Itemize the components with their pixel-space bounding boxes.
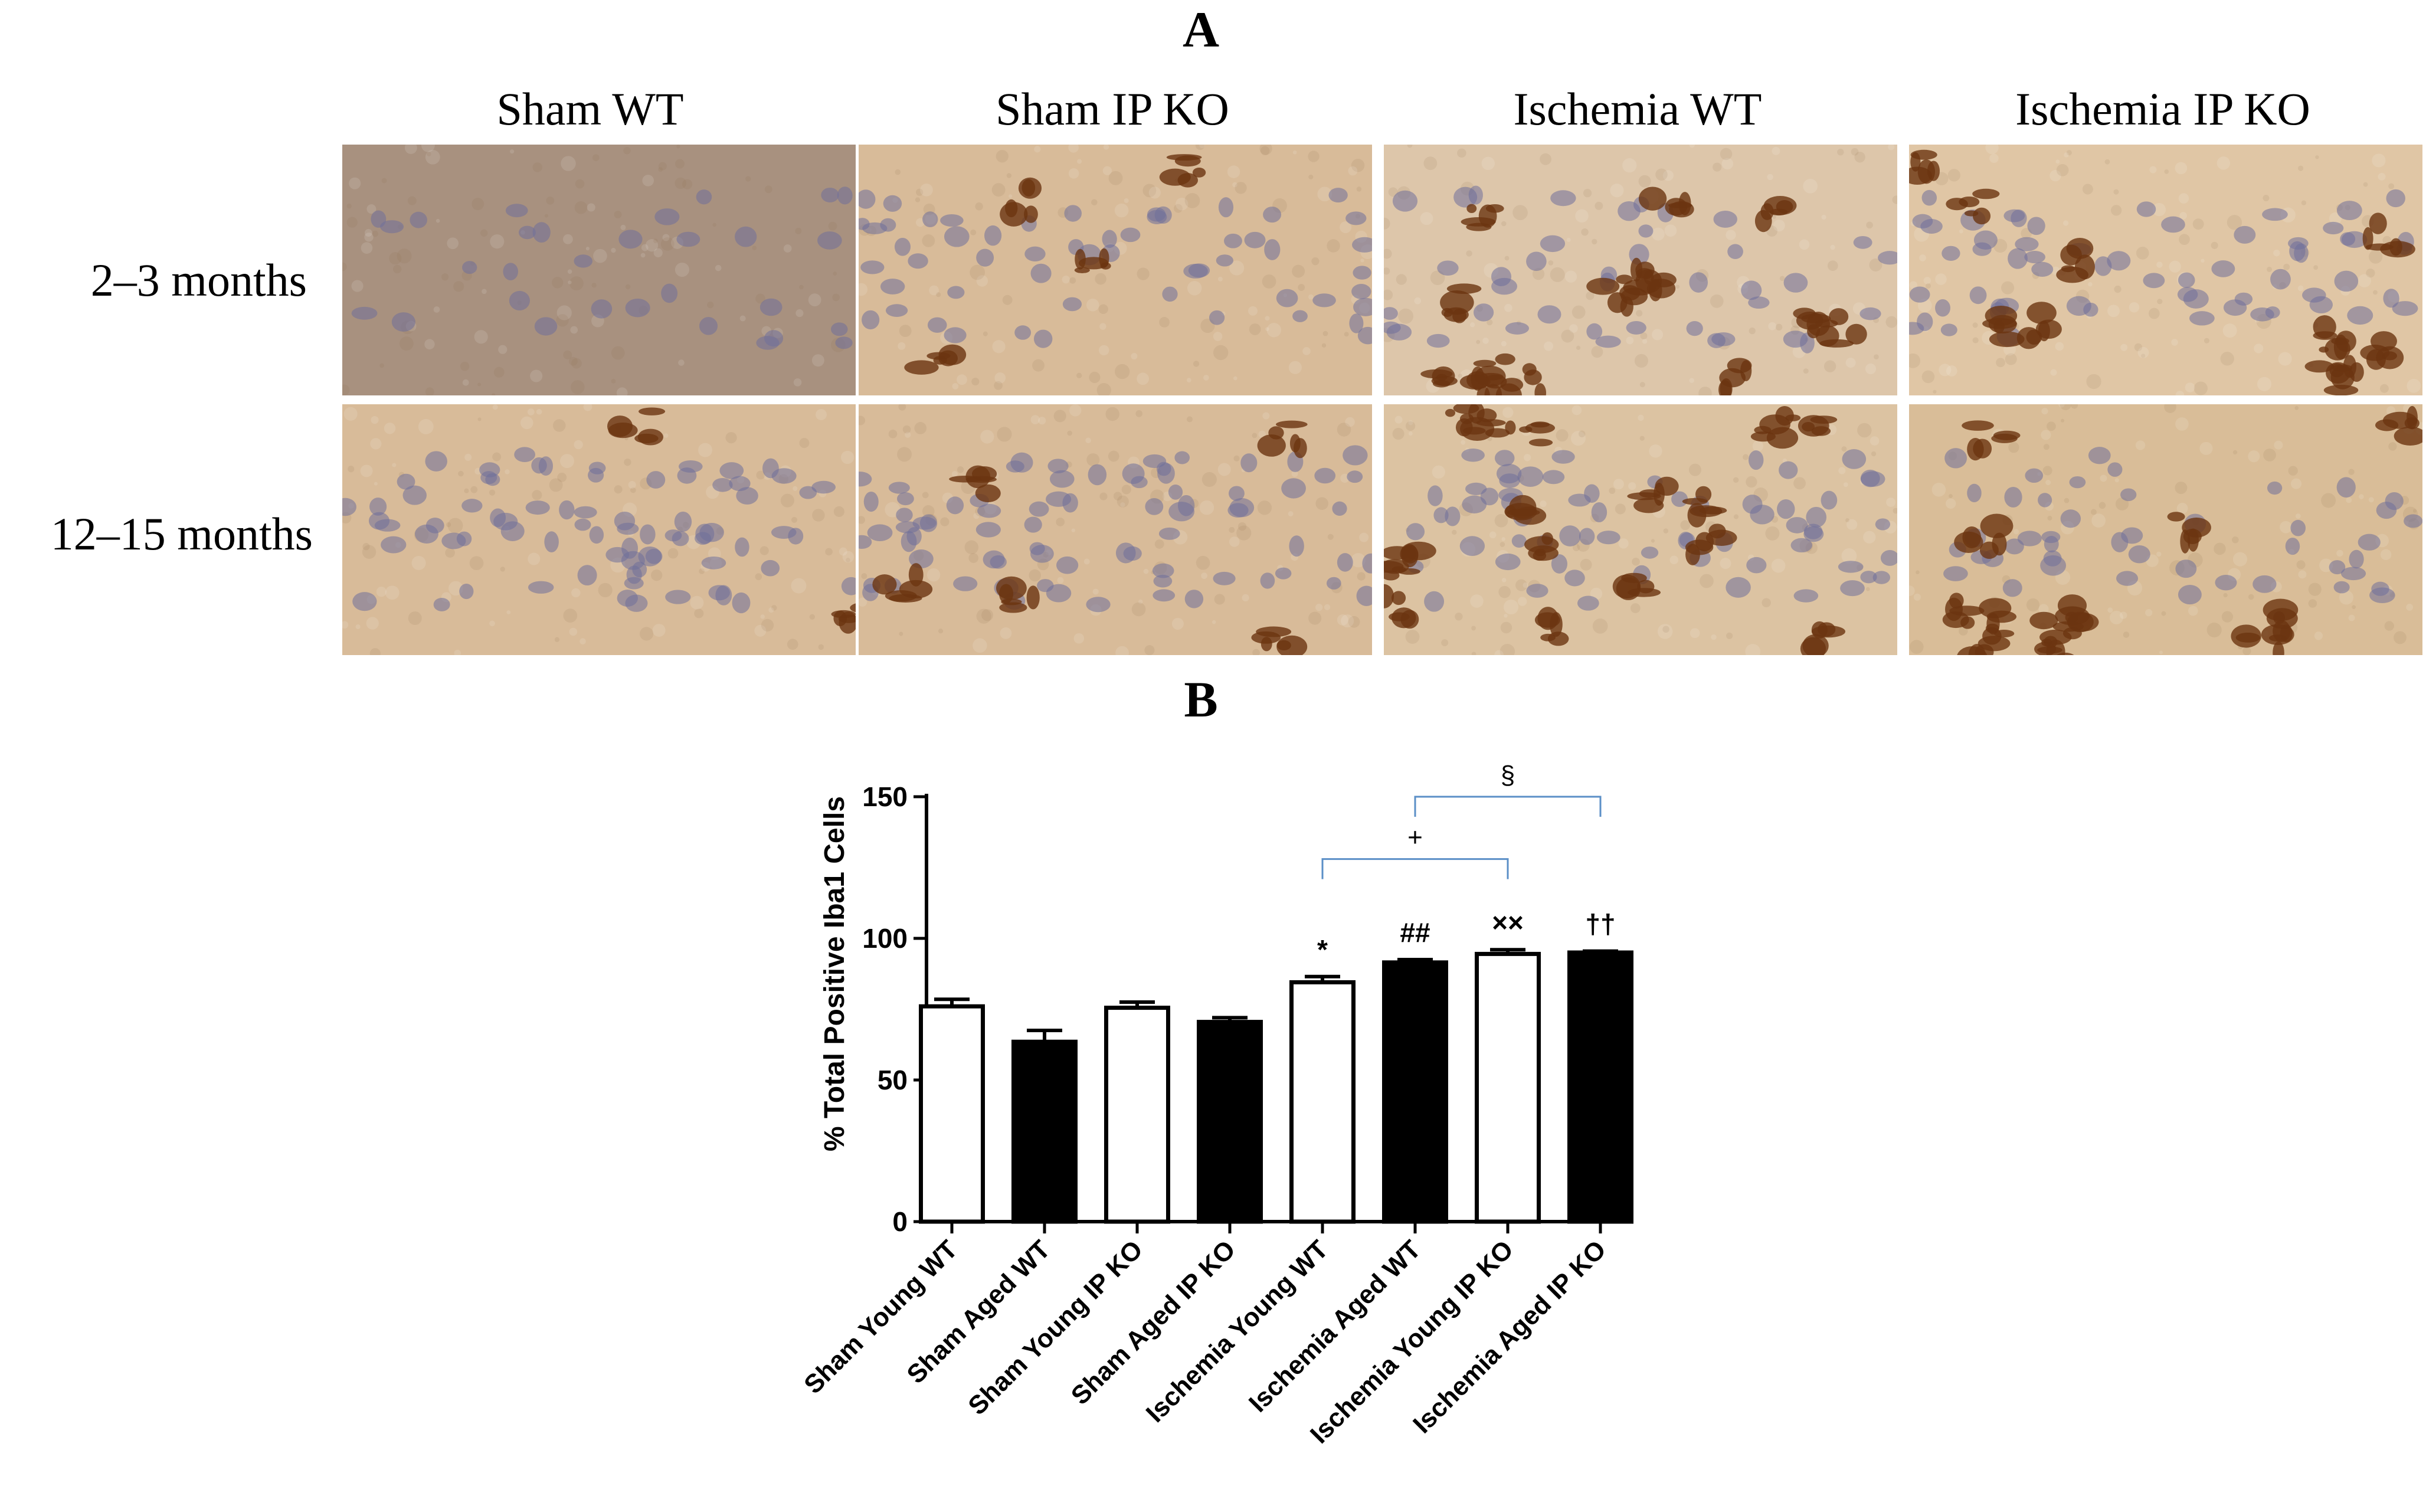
y-tick-label-0: 0	[892, 1206, 908, 1237]
column-label-ischemia-ip-ko: Ischemia IP KO	[2015, 83, 2310, 135]
y-tick-label-150: 150	[862, 781, 908, 812]
significance-bracket-1	[1414, 796, 1602, 817]
category-label-2: Sham Young IP KO	[962, 1235, 1148, 1421]
y-tick-label-100: 100	[862, 923, 908, 954]
bar-chart: % Total Positive Iba1 Cells 0 50 100 150 Sha…	[798, 761, 1633, 1449]
significance-marker-4: *	[1317, 934, 1328, 965]
significance-marker-7: ††	[1585, 909, 1615, 940]
panel-b-letter: B	[1184, 671, 1218, 728]
row-label-young: 2–3 months	[90, 254, 307, 306]
column-label-ischemia-wt: Ischemia WT	[1513, 83, 1762, 135]
category-label-5: Ischemia Aged WT	[1243, 1235, 1426, 1418]
micrograph-ischemia-wt-young	[1384, 145, 1897, 395]
micrograph-sham-wt-aged	[342, 404, 856, 655]
significance-bracket-0	[1321, 858, 1509, 879]
panel-a-letter: A	[1182, 1, 1220, 58]
micrograph-sham-wt-young	[342, 145, 856, 395]
bracket-label-0: +	[1407, 823, 1423, 852]
bar-1	[1011, 1039, 1078, 1224]
column-label-sham-wt: Sham WT	[496, 83, 684, 135]
bar-3	[1197, 1020, 1263, 1224]
column-label-sham-ip-ko: Sham IP KO	[996, 83, 1229, 135]
bar-0	[919, 1004, 985, 1224]
bar-6	[1475, 951, 1541, 1224]
category-label-7: Ischemia Aged IP KO	[1407, 1235, 1612, 1439]
y-tick-label-50: 50	[878, 1065, 908, 1095]
bar-2	[1104, 1006, 1170, 1224]
micrograph-sham-ipko-aged	[859, 404, 1372, 655]
row-label-aged: 12–15 months	[50, 508, 313, 559]
category-label-3: Sham Aged IP KO	[1066, 1235, 1241, 1410]
y-axis-label: % Total Positive Iba1 Cells	[819, 796, 850, 1151]
category-label-0: Sham Young WT	[798, 1235, 963, 1399]
category-label-4: Ischemia Young WT	[1141, 1235, 1334, 1428]
significance-marker-6: ××	[1492, 907, 1524, 938]
bar-5	[1382, 960, 1448, 1224]
bar-7	[1567, 950, 1633, 1224]
bar-4	[1289, 980, 1356, 1224]
micrograph-ischemia-ipko-aged	[1909, 404, 2422, 655]
significance-marker-5: ##	[1400, 917, 1430, 948]
micrograph-ischemia-wt-aged	[1384, 404, 1897, 655]
bracket-label-1: §	[1501, 761, 1515, 790]
micrograph-ischemia-ipko-young	[1909, 145, 2422, 395]
micrograph-sham-ipko-young	[859, 145, 1372, 395]
